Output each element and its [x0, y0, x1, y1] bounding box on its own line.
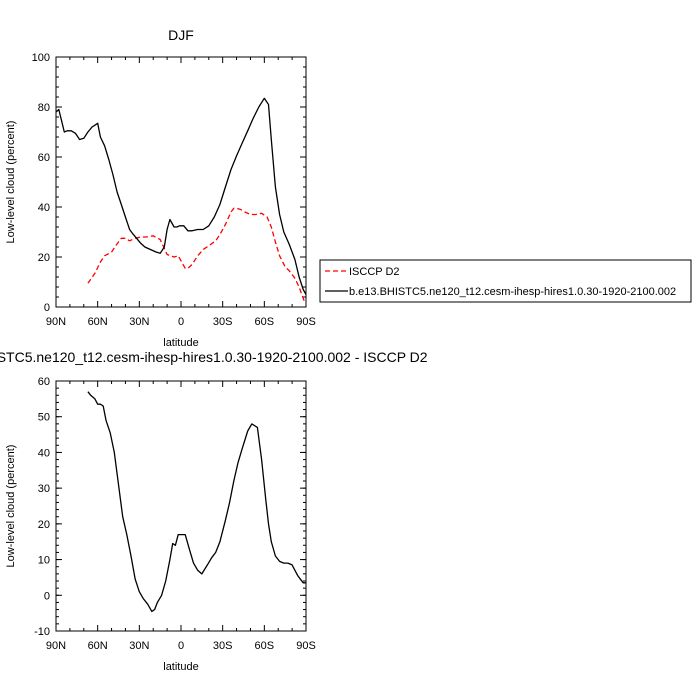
chart-bottom-xtick-label: 90N — [46, 640, 66, 652]
chart-top-xtick-label: 90S — [296, 316, 316, 328]
chart-bottom-ylabel: Low-level cloud (percent) — [5, 445, 17, 568]
legend-box — [319, 259, 692, 303]
chart-top-ticks: 90N 60N 30N 0 30S 60S 90S 0 20 40 60 80 100 — [32, 52, 316, 328]
chart-bottom-ytick-label: 30 — [38, 483, 50, 495]
chart-top-xtick-label: 60S — [255, 316, 275, 328]
chart-top-ylabel: Low-level cloud (percent) — [5, 121, 17, 244]
chart-top-ytick-label: 0 — [44, 302, 50, 314]
chart-bottom-ytick-label: -10 — [34, 626, 50, 638]
chart-bottom-xlabel: latitude — [163, 661, 198, 673]
chart-top-ytick-label: 100 — [32, 52, 50, 64]
chart-top-xlabel: latitude — [163, 337, 198, 349]
chart-top-xtick-label: 30N — [129, 316, 149, 328]
legend-label-isccp: ISCCP D2 — [349, 266, 400, 278]
chart-bottom-title: b.e13.BHISTC5.ne120_t12.cesm-ihesp-hires… — [0, 349, 428, 365]
chart-bottom: b.e13.BHISTC5.ne120_t12.cesm-ihesp-hires… — [0, 349, 428, 673]
chart-top-ytick-label: 80 — [38, 102, 50, 114]
chart-bottom-series-line-0 — [87, 391, 306, 613]
chart-bottom-series — [87, 391, 306, 613]
chart-top-xtick-label: 60N — [88, 316, 108, 328]
chart-top-series-line-1 — [55, 97, 307, 295]
chart-bottom-xtick-label: 60N — [88, 640, 108, 652]
chart-top-xtick-label: 90N — [46, 316, 66, 328]
chart-bottom-ticks: 90N 60N 30N 0 30S 60S 90S -10 0 10 20 30 40 50 60 — [34, 376, 316, 652]
chart-bottom-xtick-label: 30S — [213, 640, 233, 652]
chart-bottom-xtick-label: 0 — [178, 640, 184, 652]
chart-bottom-ytick-label: 0 — [44, 590, 50, 602]
chart-top-xtick-label: 0 — [178, 316, 184, 328]
chart-top-title: DJF — [168, 27, 194, 43]
chart-top-ytick-label: 40 — [38, 202, 50, 214]
chart-bottom-xtick-label: 60S — [255, 640, 275, 652]
chart-top-xtick-label: 30S — [213, 316, 233, 328]
chart-top-series — [55, 97, 307, 303]
chart-bottom-ytick-label: 10 — [38, 555, 50, 567]
chart-bottom-ytick-label: 60 — [38, 376, 50, 388]
legend-label-model: b.e13.BHISTC5.ne120_t12.cesm-ihesp-hires… — [349, 286, 676, 298]
chart-top-ytick-label: 60 — [38, 152, 50, 164]
chart-top: DJF 90N 60N 30N 0 30S 60S 90S 0 20 40 60 80 100 lati… — [5, 27, 692, 349]
chart-bottom-ytick-label: 40 — [38, 447, 50, 459]
chart-bottom-ytick-label: 50 — [38, 412, 50, 424]
chart-top-ytick-label: 20 — [38, 252, 50, 264]
chart-top-series-line-0 — [87, 207, 306, 303]
chart-bottom-xtick-label: 90S — [296, 640, 316, 652]
chart-bottom-ytick-label: 20 — [38, 519, 50, 531]
chart-bottom-plot-frame — [55, 380, 307, 632]
chart-top-legend: ISCCP D2 b.e13.BHISTC5.ne120_t12.cesm-ih… — [319, 259, 692, 303]
chart-top-plot-frame — [55, 56, 307, 308]
chart-bottom-xtick-label: 30N — [129, 640, 149, 652]
